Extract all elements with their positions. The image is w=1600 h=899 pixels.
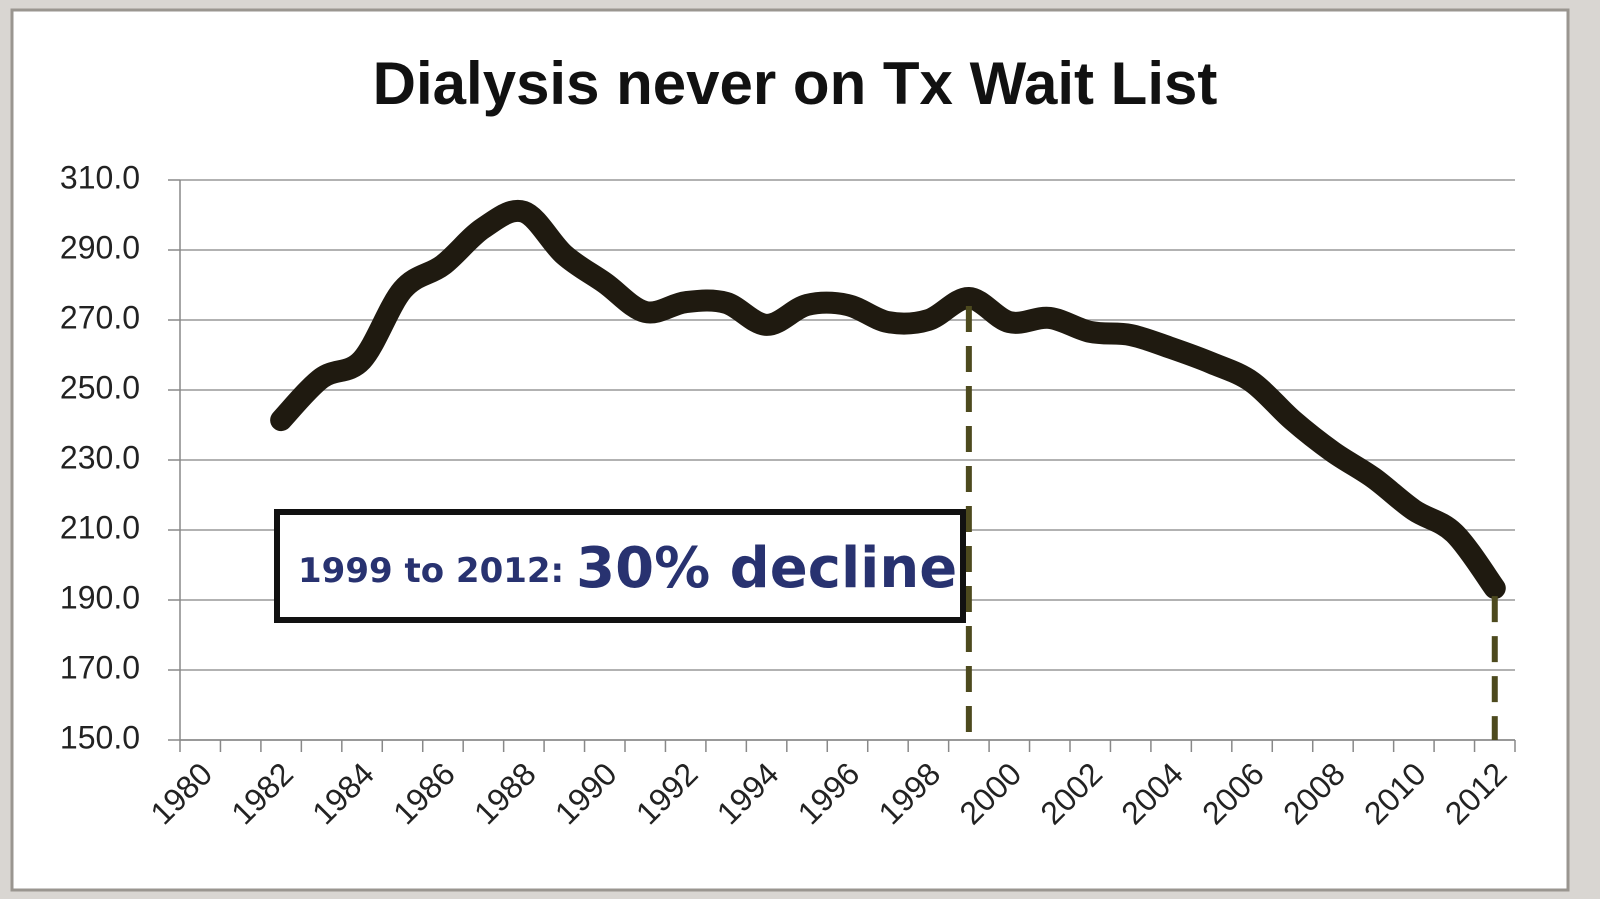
y-tick-label: 250.0 [60, 369, 140, 405]
chart-title: Dialysis never on Tx Wait List [373, 50, 1218, 117]
y-tick-label: 290.0 [60, 229, 140, 265]
data-line [270, 199, 1506, 600]
y-tick-label: 230.0 [60, 439, 140, 475]
annotation-box [274, 509, 966, 623]
y-tick-label: 170.0 [60, 649, 140, 685]
y-tick-label: 270.0 [60, 299, 140, 335]
annotation: 1999 to 2012: 30% decline [298, 536, 957, 601]
y-tick-label: 310.0 [60, 159, 140, 195]
annotation-text: 30% decline [576, 536, 957, 601]
y-tick-label: 210.0 [60, 509, 140, 545]
chart-panel [10, 8, 1570, 892]
y-tick-label: 190.0 [60, 579, 140, 615]
annotation-prefix: 1999 to 2012: [298, 551, 564, 591]
y-tick-label: 150.0 [60, 719, 140, 755]
